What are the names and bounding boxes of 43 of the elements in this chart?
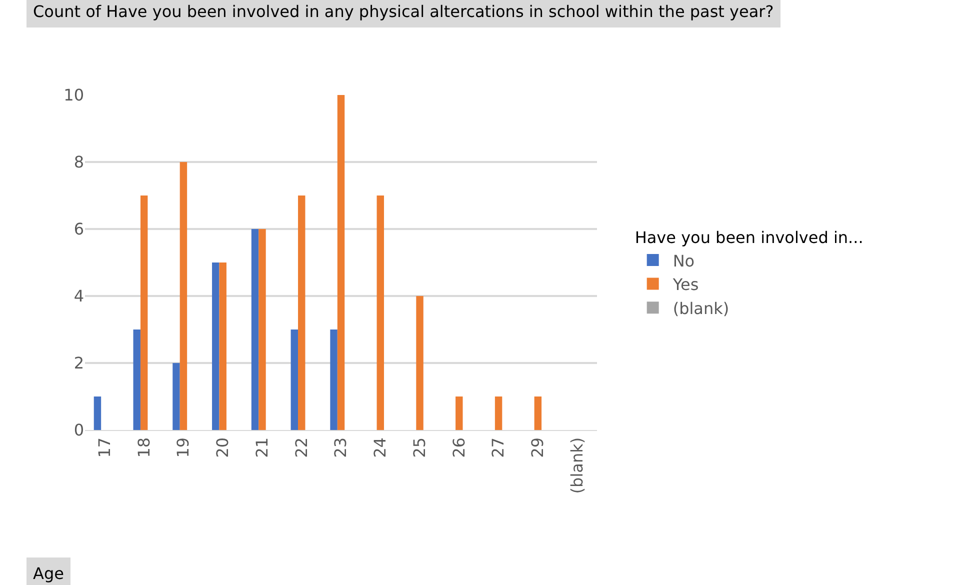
bar [180,162,188,430]
x-tick-label: 17 [94,437,114,458]
bar [172,363,180,430]
bar [330,330,338,430]
x-tick-label: 24 [370,437,390,458]
bar [212,262,220,430]
y-tick-label: 0 [74,420,84,440]
x-tick-label: 20 [213,437,232,458]
x-tick-label: 29 [528,437,548,458]
x-tick-label: 27 [488,437,508,458]
legend-title: Have you been involved in... [634,228,864,248]
x-tick-label: 22 [292,437,311,458]
chart-title: Count of Have you been involved in any physical altercations in school within the past year? [33,2,774,21]
bar [534,396,542,430]
bar [140,196,148,430]
x-tick-label: 25 [410,437,429,458]
bar [290,330,298,430]
x-tick-label: 23 [331,437,350,458]
x-axis-title: Age [33,564,64,583]
bar [251,229,259,430]
bar [337,95,345,430]
legend-label: Yes [672,275,699,294]
bar [133,330,140,430]
y-tick-label: 8 [74,152,84,172]
legend-label: (blank) [672,298,730,318]
x-tick-label: 26 [449,437,468,458]
bar [456,396,463,430]
bar [376,196,384,430]
y-tick-label: 6 [74,220,84,239]
bar [298,196,306,430]
y-tick-label: 10 [64,86,84,105]
bar [258,229,266,430]
y-tick-label: 2 [74,354,84,373]
bar [219,262,226,430]
y-tick-label: 4 [74,286,84,306]
bar [94,396,102,430]
x-tick-label: 18 [134,437,154,458]
legend-label: No [672,251,695,270]
bar [416,296,424,430]
bar [494,396,502,430]
x-tick-label: 19 [174,437,193,458]
x-tick-label: 21 [252,437,272,458]
x-tick-label: (blank) [568,437,587,494]
